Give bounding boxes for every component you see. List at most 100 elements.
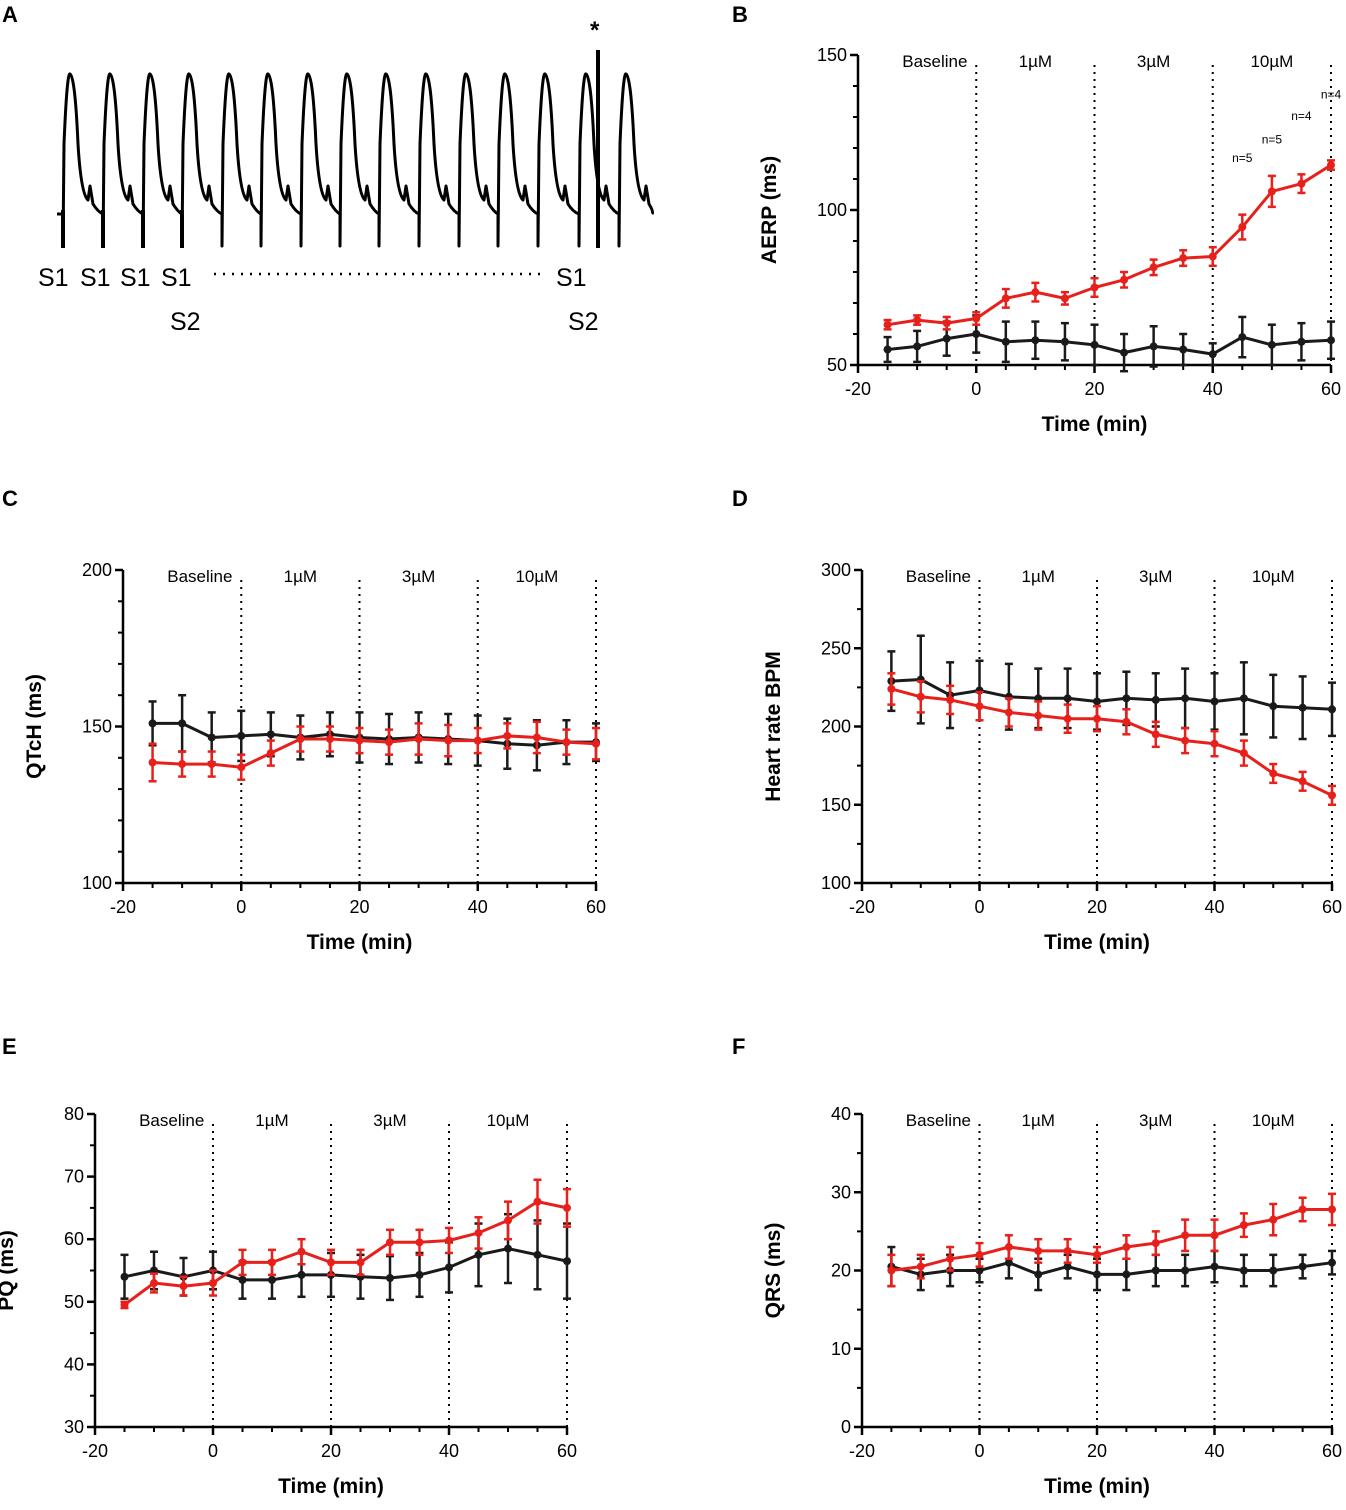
control-point bbox=[1034, 1270, 1043, 1279]
control-series bbox=[883, 314, 1335, 373]
n-annotation: n=4 bbox=[1321, 87, 1342, 101]
drug-point bbox=[1269, 769, 1278, 778]
premature-beat-star: * bbox=[590, 17, 600, 44]
drug-point bbox=[1328, 1205, 1336, 1214]
drug-point bbox=[1239, 1221, 1248, 1230]
y-tick-label: 70 bbox=[64, 1167, 84, 1187]
x-tick-label: 20 bbox=[1084, 379, 1104, 399]
drug-point bbox=[179, 1282, 188, 1291]
drug-point bbox=[1063, 1246, 1072, 1255]
drug-point bbox=[533, 1197, 542, 1206]
y-tick-label: 80 bbox=[64, 1104, 84, 1124]
drug-point bbox=[355, 736, 364, 745]
drug-point bbox=[1122, 1243, 1131, 1252]
y-tick-label: 30 bbox=[831, 1182, 851, 1202]
y-tick-label: 60 bbox=[64, 1229, 84, 1249]
y-axis-label: Heart rate BPM bbox=[762, 651, 785, 802]
control-point bbox=[1181, 694, 1190, 703]
control-point bbox=[1004, 1258, 1013, 1267]
phase-label: Baseline bbox=[139, 1111, 204, 1130]
control-point bbox=[942, 334, 951, 343]
drug-line bbox=[887, 163, 1332, 327]
s1-label-right: S1 bbox=[556, 264, 587, 292]
control-point bbox=[1238, 333, 1247, 342]
x-axis-label: Time (min) bbox=[1044, 931, 1150, 954]
drug-point bbox=[238, 1258, 247, 1267]
control-point bbox=[474, 1250, 483, 1259]
control-point bbox=[1031, 336, 1040, 345]
drug-point bbox=[237, 763, 246, 772]
phase-label: Baseline bbox=[167, 567, 232, 586]
control-point bbox=[1120, 348, 1129, 357]
s2-label-right: S2 bbox=[568, 308, 599, 336]
panel-letter-f: F bbox=[732, 1034, 745, 1059]
control-point bbox=[445, 1263, 453, 1272]
x-axis-label: Time (min) bbox=[1044, 1475, 1150, 1498]
control-point bbox=[563, 1257, 571, 1266]
y-tick-label: 10 bbox=[831, 1339, 851, 1359]
drug-point bbox=[1181, 736, 1190, 745]
x-tick-label: 20 bbox=[1087, 897, 1107, 917]
drug-point bbox=[563, 1203, 571, 1212]
trace-panel: S1 S1 S1 S1 S2 S1 S2 * bbox=[38, 17, 655, 336]
aerp-chart: 50 100 150 -20 0 20 40 60 Baseline 1µM 3µM 10µM Time… bbox=[758, 45, 1342, 436]
drug-point bbox=[1093, 1250, 1101, 1259]
drug-point bbox=[296, 735, 305, 744]
drug-point bbox=[887, 684, 896, 693]
drug-point bbox=[975, 1250, 984, 1259]
control-point bbox=[297, 1270, 306, 1279]
x-tick-label: -20 bbox=[82, 1441, 108, 1461]
drug-point bbox=[386, 1238, 394, 1247]
control-point bbox=[1122, 694, 1131, 703]
control-line bbox=[887, 332, 1332, 356]
control-point bbox=[1151, 695, 1160, 704]
control-point bbox=[1210, 1262, 1219, 1271]
stimulus-marks bbox=[61, 50, 600, 248]
drug-point bbox=[1149, 263, 1158, 272]
control-point bbox=[1210, 697, 1219, 706]
drug-point bbox=[178, 760, 187, 769]
phase-label: 10µM bbox=[1252, 1111, 1295, 1130]
control-line bbox=[891, 678, 1333, 711]
drug-point bbox=[562, 738, 571, 747]
control-point bbox=[1090, 340, 1099, 349]
drug-point bbox=[1210, 739, 1219, 748]
drug-point bbox=[1004, 1243, 1013, 1252]
s2-label-left: S2 bbox=[170, 308, 201, 336]
x-tick-label: 60 bbox=[557, 1441, 577, 1461]
y-tick-label: 40 bbox=[831, 1104, 851, 1124]
phase-label: 10µM bbox=[487, 1111, 530, 1130]
drug-series bbox=[887, 672, 1336, 806]
control-point bbox=[1151, 1266, 1160, 1275]
drug-series bbox=[883, 159, 1335, 331]
control-line bbox=[152, 721, 596, 747]
x-tick-label: 20 bbox=[321, 1441, 341, 1461]
control-point bbox=[1179, 345, 1188, 354]
control-point bbox=[237, 731, 246, 740]
x-tick-label: 60 bbox=[1321, 379, 1341, 399]
drug-point bbox=[1034, 711, 1043, 720]
drug-point bbox=[883, 320, 892, 329]
drug-point bbox=[1031, 288, 1040, 297]
drug-point bbox=[1297, 179, 1306, 188]
drug-point bbox=[1090, 283, 1099, 292]
y-tick-label: 30 bbox=[64, 1417, 84, 1437]
pq-chart: 30 40 50 60 70 80 -20 0 20 40 60 Baseline 1µM 3µM 10µM… bbox=[0, 1104, 577, 1498]
y-tick-label: 50 bbox=[64, 1292, 84, 1312]
control-point bbox=[268, 1275, 276, 1284]
drug-point bbox=[1179, 254, 1188, 263]
x-tick-label: 40 bbox=[468, 897, 488, 917]
s1-label-4: S1 bbox=[161, 264, 192, 292]
y-tick-label: 150 bbox=[821, 795, 851, 815]
control-point bbox=[266, 730, 275, 739]
y-axis-label: AERP (ms) bbox=[758, 156, 781, 264]
y-axis-label: QTcH (ms) bbox=[23, 674, 46, 779]
control-point bbox=[386, 1274, 394, 1283]
control-point bbox=[1267, 340, 1276, 349]
control-point bbox=[1239, 694, 1248, 703]
phase-label: 10µM bbox=[1250, 52, 1293, 71]
drug-point bbox=[415, 1238, 424, 1247]
drug-point bbox=[1120, 275, 1129, 284]
control-point bbox=[504, 1244, 512, 1253]
